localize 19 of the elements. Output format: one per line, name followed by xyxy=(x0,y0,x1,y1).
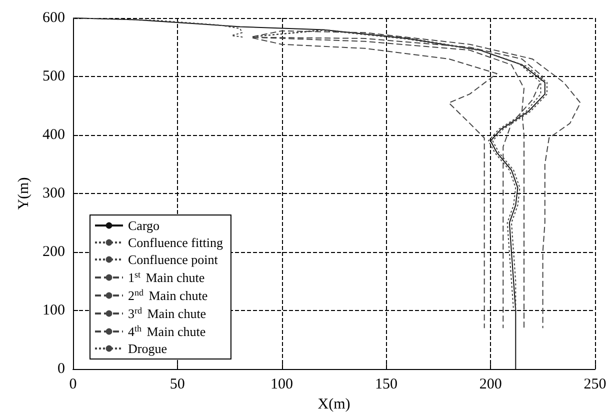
y-tick-label: 600 xyxy=(42,10,65,26)
x-axis-title: X(m) xyxy=(318,396,350,412)
legend-label: Drogue xyxy=(128,341,168,356)
x-tick-label: 200 xyxy=(479,376,502,393)
x-tick-label: 250 xyxy=(584,376,606,393)
y-tick-label: 300 xyxy=(42,186,65,202)
legend-label: Confluence point xyxy=(128,252,218,267)
y-tick-label: 200 xyxy=(42,244,65,260)
legend-label: Confluence fitting xyxy=(128,235,224,250)
y-tick-label: 0 xyxy=(58,361,65,378)
x-tick-label: 150 xyxy=(374,376,398,393)
y-tick-label: 500 xyxy=(42,68,65,85)
y-tick-label: 100 xyxy=(42,302,65,319)
x-tick-label: 0 xyxy=(69,376,77,393)
x-tick-label: 100 xyxy=(270,376,294,393)
y-axis-title: Y(m) xyxy=(16,177,32,210)
y-tick-label: 400 xyxy=(42,127,65,144)
legend-label: Cargo xyxy=(128,218,160,233)
x-tick-label: 50 xyxy=(170,376,185,393)
